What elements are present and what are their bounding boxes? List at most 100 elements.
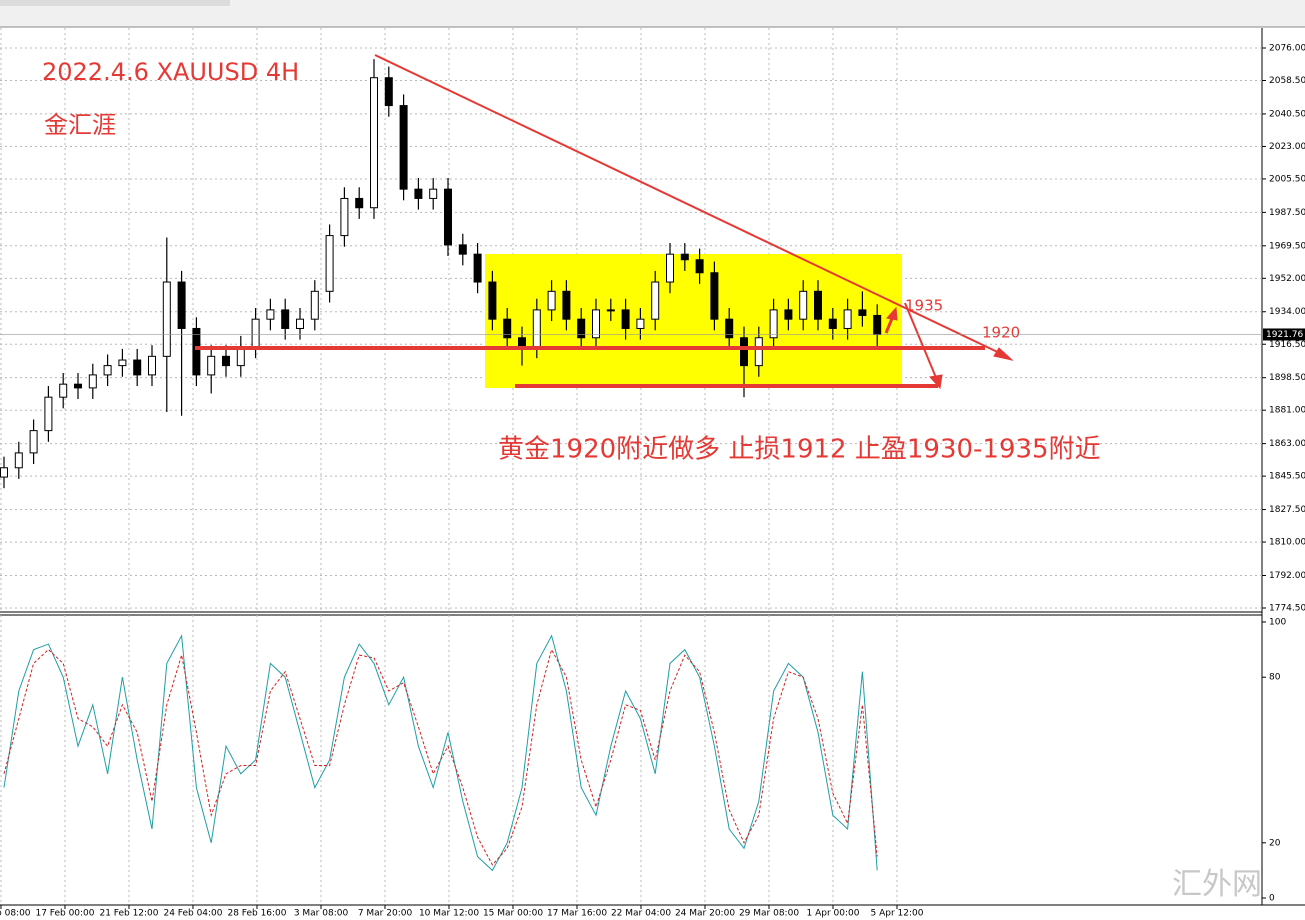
chart-title: 2022.4.6 XAUUSD 4H (42, 58, 299, 86)
x-tick-label: 17 Feb 00:00 (35, 909, 94, 919)
candle-body (799, 290, 808, 320)
candle-body (414, 188, 423, 199)
y-tick-label: 1881.00 (1269, 406, 1305, 416)
y-tick-label: 1863.00 (1269, 439, 1305, 449)
candle-body (266, 309, 275, 320)
x-tick-label: 7 Mar 20:00 (358, 909, 413, 919)
candle-body (88, 374, 97, 389)
candle-body (384, 77, 393, 107)
x-tick-label: 1 Apr 00:00 (807, 909, 860, 919)
candle-body (310, 290, 319, 320)
candle-body (710, 272, 719, 320)
y-tick-label: 1827.50 (1269, 505, 1305, 515)
candle-body (162, 281, 171, 357)
candle-body (740, 337, 748, 367)
x-tick-label: 15 Mar 00:00 (483, 909, 543, 919)
y-tick-label: 0 (1269, 894, 1275, 904)
candle-body (14, 452, 23, 469)
candle-body (222, 355, 230, 367)
last-price-label: 1921.76 (1266, 330, 1303, 340)
candle-body (532, 309, 541, 348)
candle-body (251, 318, 260, 348)
arrow-head (929, 374, 943, 390)
arrow-head (886, 306, 898, 321)
annotation: 黄金1920附近做多 止损1912 止盈1930-1935附近 (498, 435, 1101, 465)
annotation: 1920 (982, 324, 1020, 342)
candle-body (458, 244, 467, 255)
x-tick-label: 29 Mar 08:00 (739, 909, 799, 919)
y-tick-label: 2058.50 (1269, 76, 1305, 86)
y-tick-label: 1845.50 (1269, 472, 1305, 482)
y-tick-label: 1898.50 (1269, 373, 1305, 383)
trend-line (374, 54, 1009, 358)
candle-body (636, 318, 645, 329)
y-tick-label: 2005.50 (1269, 174, 1305, 184)
candle-body (59, 383, 68, 398)
y-tick-label: 1774.50 (1269, 604, 1305, 614)
y-tick-label: 1810.00 (1269, 538, 1305, 548)
candle-body (399, 105, 408, 190)
y-tick-label: 80 (1269, 673, 1281, 683)
y-tick-label: 1987.50 (1269, 208, 1305, 218)
candle-body (814, 290, 822, 320)
x-tick-label: 24 Mar 20:00 (675, 909, 735, 919)
candle-body (133, 359, 142, 376)
candle-body (44, 396, 53, 432)
candle-body (207, 355, 216, 376)
y-tick-label: 20 (1269, 838, 1281, 848)
y-tick-label: 2076.00 (1269, 44, 1305, 54)
candle-body (843, 309, 852, 329)
y-tick-label: 100 (1269, 618, 1286, 628)
candle-body (828, 318, 837, 329)
candle-body (547, 290, 556, 311)
x-tick-label: 10 Mar 12:00 (419, 909, 479, 919)
oscillator-line (3, 648, 878, 866)
candle-body (296, 318, 304, 329)
y-tick-label: 1969.50 (1269, 241, 1305, 251)
candle-body (606, 309, 615, 312)
candle-body (621, 309, 630, 329)
candle-body (784, 309, 793, 320)
candle-body (680, 253, 689, 261)
range-box (485, 254, 902, 388)
x-tick-label: 28 Feb 16:00 (227, 909, 286, 919)
x-tick-label: 21 Feb 12:00 (99, 909, 158, 919)
candle-body (473, 253, 482, 283)
oscillator-line (3, 634, 878, 872)
candle-body (148, 355, 156, 376)
x-tick-label: 5 Apr 12:00 (871, 909, 924, 919)
candle-body (695, 259, 704, 274)
candle-body (429, 188, 438, 199)
y-tick-label: 1916.50 (1269, 340, 1305, 350)
candle-body (118, 359, 127, 367)
candle-body (873, 314, 882, 335)
x-tick-label: 3 Mar 08:00 (294, 909, 349, 919)
candle-body (177, 281, 186, 329)
candle-body (725, 318, 734, 339)
y-tick-label: 1952.00 (1269, 274, 1305, 284)
y-tick-label: 2023.00 (1269, 142, 1305, 152)
x-tick-label: 16 Feb 08:00 (0, 909, 31, 919)
candle-body (192, 327, 201, 376)
x-tick-label: 24 Feb 04:00 (163, 909, 222, 919)
candle-body (769, 309, 778, 339)
candle-body (651, 281, 660, 320)
watermark: 汇外网 (1172, 867, 1262, 902)
candle-body (355, 197, 364, 209)
y-tick-label: 2040.50 (1269, 109, 1305, 119)
last-price-box (1263, 328, 1305, 341)
y-tick-label: 1934.00 (1269, 307, 1305, 317)
chart-subtitle: 金汇涯 (44, 111, 116, 139)
candle-body (488, 281, 497, 320)
candle-body (858, 309, 867, 316)
candle-body (340, 197, 349, 237)
candle-body (503, 318, 512, 339)
candle-body (577, 318, 586, 339)
candle-body (103, 365, 112, 376)
candle-body (29, 430, 38, 454)
candle-body (0, 467, 8, 478)
candle-body (444, 188, 452, 246)
annotation: 1935 (905, 297, 943, 315)
